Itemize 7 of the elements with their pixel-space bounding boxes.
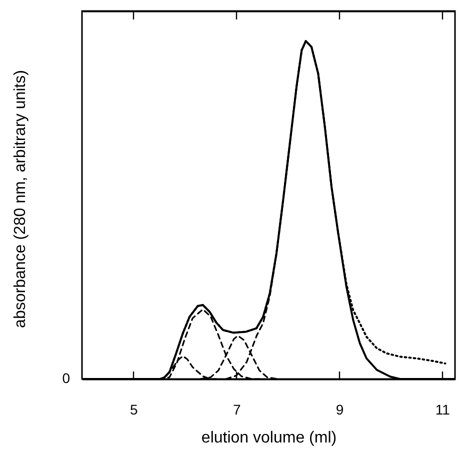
- text: 0: [62, 370, 70, 386]
- x-axis-title: elution volume (ml): [201, 430, 337, 446]
- x-tick-label: 7: [232, 402, 241, 418]
- y-axis-title: absorbance (280 nm, arbitrary units): [12, 70, 29, 328]
- x-tick-label: 5: [130, 402, 138, 418]
- x-tick-label: 11: [435, 402, 450, 418]
- x-tick-label: 9: [336, 402, 344, 418]
